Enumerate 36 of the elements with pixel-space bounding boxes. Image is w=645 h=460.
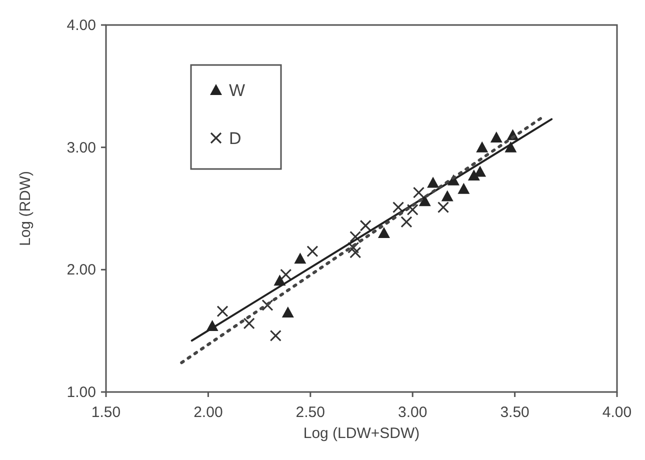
y-tick-label: 4.00 — [66, 17, 96, 34]
point — [378, 226, 390, 238]
point — [262, 299, 274, 311]
y-tick-label: 2.00 — [66, 262, 96, 279]
point — [427, 176, 440, 188]
point — [280, 268, 292, 280]
y-tick-label: 1.00 — [66, 384, 96, 401]
point — [406, 204, 418, 216]
point — [476, 141, 488, 152]
point — [412, 186, 425, 198]
point — [350, 246, 362, 258]
point — [282, 306, 294, 318]
point — [490, 132, 502, 143]
y-tick-label: 3.00 — [66, 139, 96, 156]
point — [360, 220, 372, 232]
point — [392, 201, 404, 214]
x-tick-label: 2.50 — [296, 404, 325, 421]
point — [400, 216, 412, 228]
x-tick-label: 4.00 — [602, 404, 632, 421]
point — [294, 252, 306, 264]
legend-label: W — [229, 81, 246, 100]
x-axis-title: Log (LDW+SDW) — [303, 425, 420, 442]
x-tick-label: 3.50 — [500, 404, 530, 421]
point — [216, 305, 228, 318]
x-tick-label: 3.00 — [398, 404, 428, 421]
x-tick-label: 2.00 — [194, 404, 223, 421]
point — [306, 246, 318, 258]
point — [270, 330, 282, 342]
legend-label: D — [229, 129, 242, 148]
x-tick-label: 1.50 — [91, 404, 121, 421]
point — [441, 190, 454, 202]
point — [504, 141, 517, 152]
point — [437, 201, 450, 214]
point — [458, 182, 470, 194]
point — [243, 318, 255, 330]
y-axis-title: Log (RDW) — [17, 170, 34, 246]
